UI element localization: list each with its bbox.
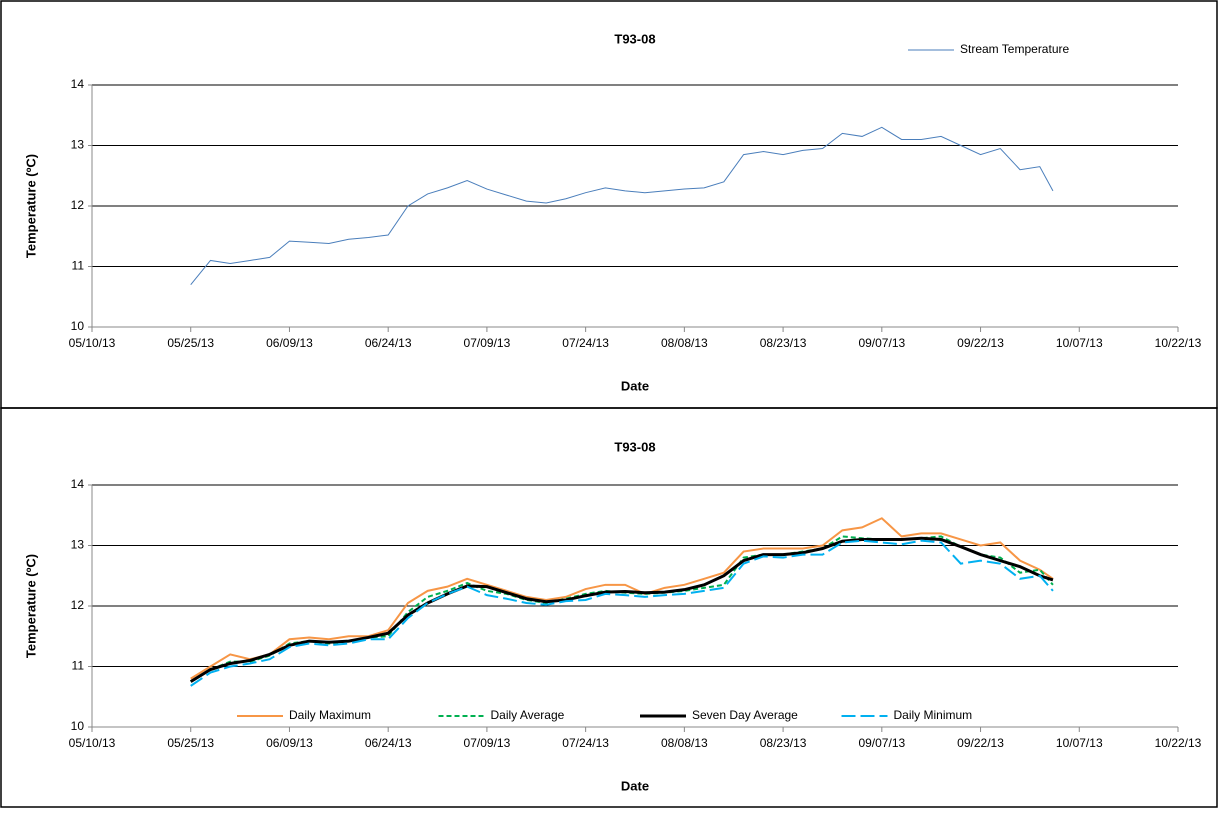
series-line xyxy=(190,539,1054,687)
panel-frame xyxy=(0,407,1218,808)
x-tick-label: 08/08/13 xyxy=(661,336,708,350)
y-tick-label: 12 xyxy=(71,598,85,612)
x-tick-label: 10/22/13 xyxy=(1155,736,1202,750)
x-tick-label: 06/09/13 xyxy=(266,736,313,750)
x-tick-label: 09/07/13 xyxy=(858,736,905,750)
x-tick-label: 08/08/13 xyxy=(661,736,708,750)
chart-title: T93-08 xyxy=(614,31,655,46)
x-tick-label: 08/23/13 xyxy=(760,336,807,350)
x-tick-label: 07/09/13 xyxy=(464,736,511,750)
series-line xyxy=(190,517,1054,680)
y-tick-label: 13 xyxy=(71,538,85,552)
y-tick-label: 14 xyxy=(71,477,85,491)
series-line xyxy=(190,126,1054,285)
legend-label: Daily Average xyxy=(491,708,565,722)
chart-title: T93-08 xyxy=(614,439,655,454)
x-tick-label: 10/22/13 xyxy=(1155,336,1202,350)
x-tick-label: 10/07/13 xyxy=(1056,336,1103,350)
x-tick-label: 06/09/13 xyxy=(266,336,313,350)
series-line xyxy=(190,535,1054,683)
x-tick-label: 09/22/13 xyxy=(957,336,1004,350)
legend-label: Daily Minimum xyxy=(894,708,973,722)
x-tick-label: 06/24/13 xyxy=(365,336,412,350)
x-tick-label: 09/22/13 xyxy=(957,736,1004,750)
x-axis-label: Date xyxy=(621,778,649,793)
x-tick-label: 05/10/13 xyxy=(69,736,116,750)
x-tick-label: 10/07/13 xyxy=(1056,736,1103,750)
legend-label: Seven Day Average xyxy=(692,708,798,722)
series-line xyxy=(189,536,1054,683)
x-tick-label: 07/09/13 xyxy=(464,336,511,350)
y-tick-label: 10 xyxy=(71,719,85,733)
y-axis-label: Temperature (ºC) xyxy=(23,554,38,658)
x-tick-label: 07/24/13 xyxy=(562,336,609,350)
y-tick-label: 13 xyxy=(71,138,85,152)
x-tick-label: 05/25/13 xyxy=(167,736,214,750)
y-axis-label: Temperature (ºC) xyxy=(23,154,38,258)
x-axis-label: Date xyxy=(621,378,649,393)
x-tick-label: 09/07/13 xyxy=(858,336,905,350)
y-tick-label: 11 xyxy=(72,659,85,673)
legend-label: Daily Maximum xyxy=(289,708,371,722)
x-tick-label: 08/23/13 xyxy=(760,736,807,750)
y-tick-label: 11 xyxy=(72,259,85,273)
y-tick-label: 10 xyxy=(71,319,85,333)
y-tick-label: 12 xyxy=(71,198,85,212)
x-tick-label: 05/10/13 xyxy=(69,336,116,350)
x-tick-label: 07/24/13 xyxy=(562,736,609,750)
x-tick-label: 05/25/13 xyxy=(167,336,214,350)
legend-label: Stream Temperature xyxy=(960,42,1069,56)
x-tick-label: 06/24/13 xyxy=(365,736,412,750)
y-tick-label: 14 xyxy=(71,77,85,91)
